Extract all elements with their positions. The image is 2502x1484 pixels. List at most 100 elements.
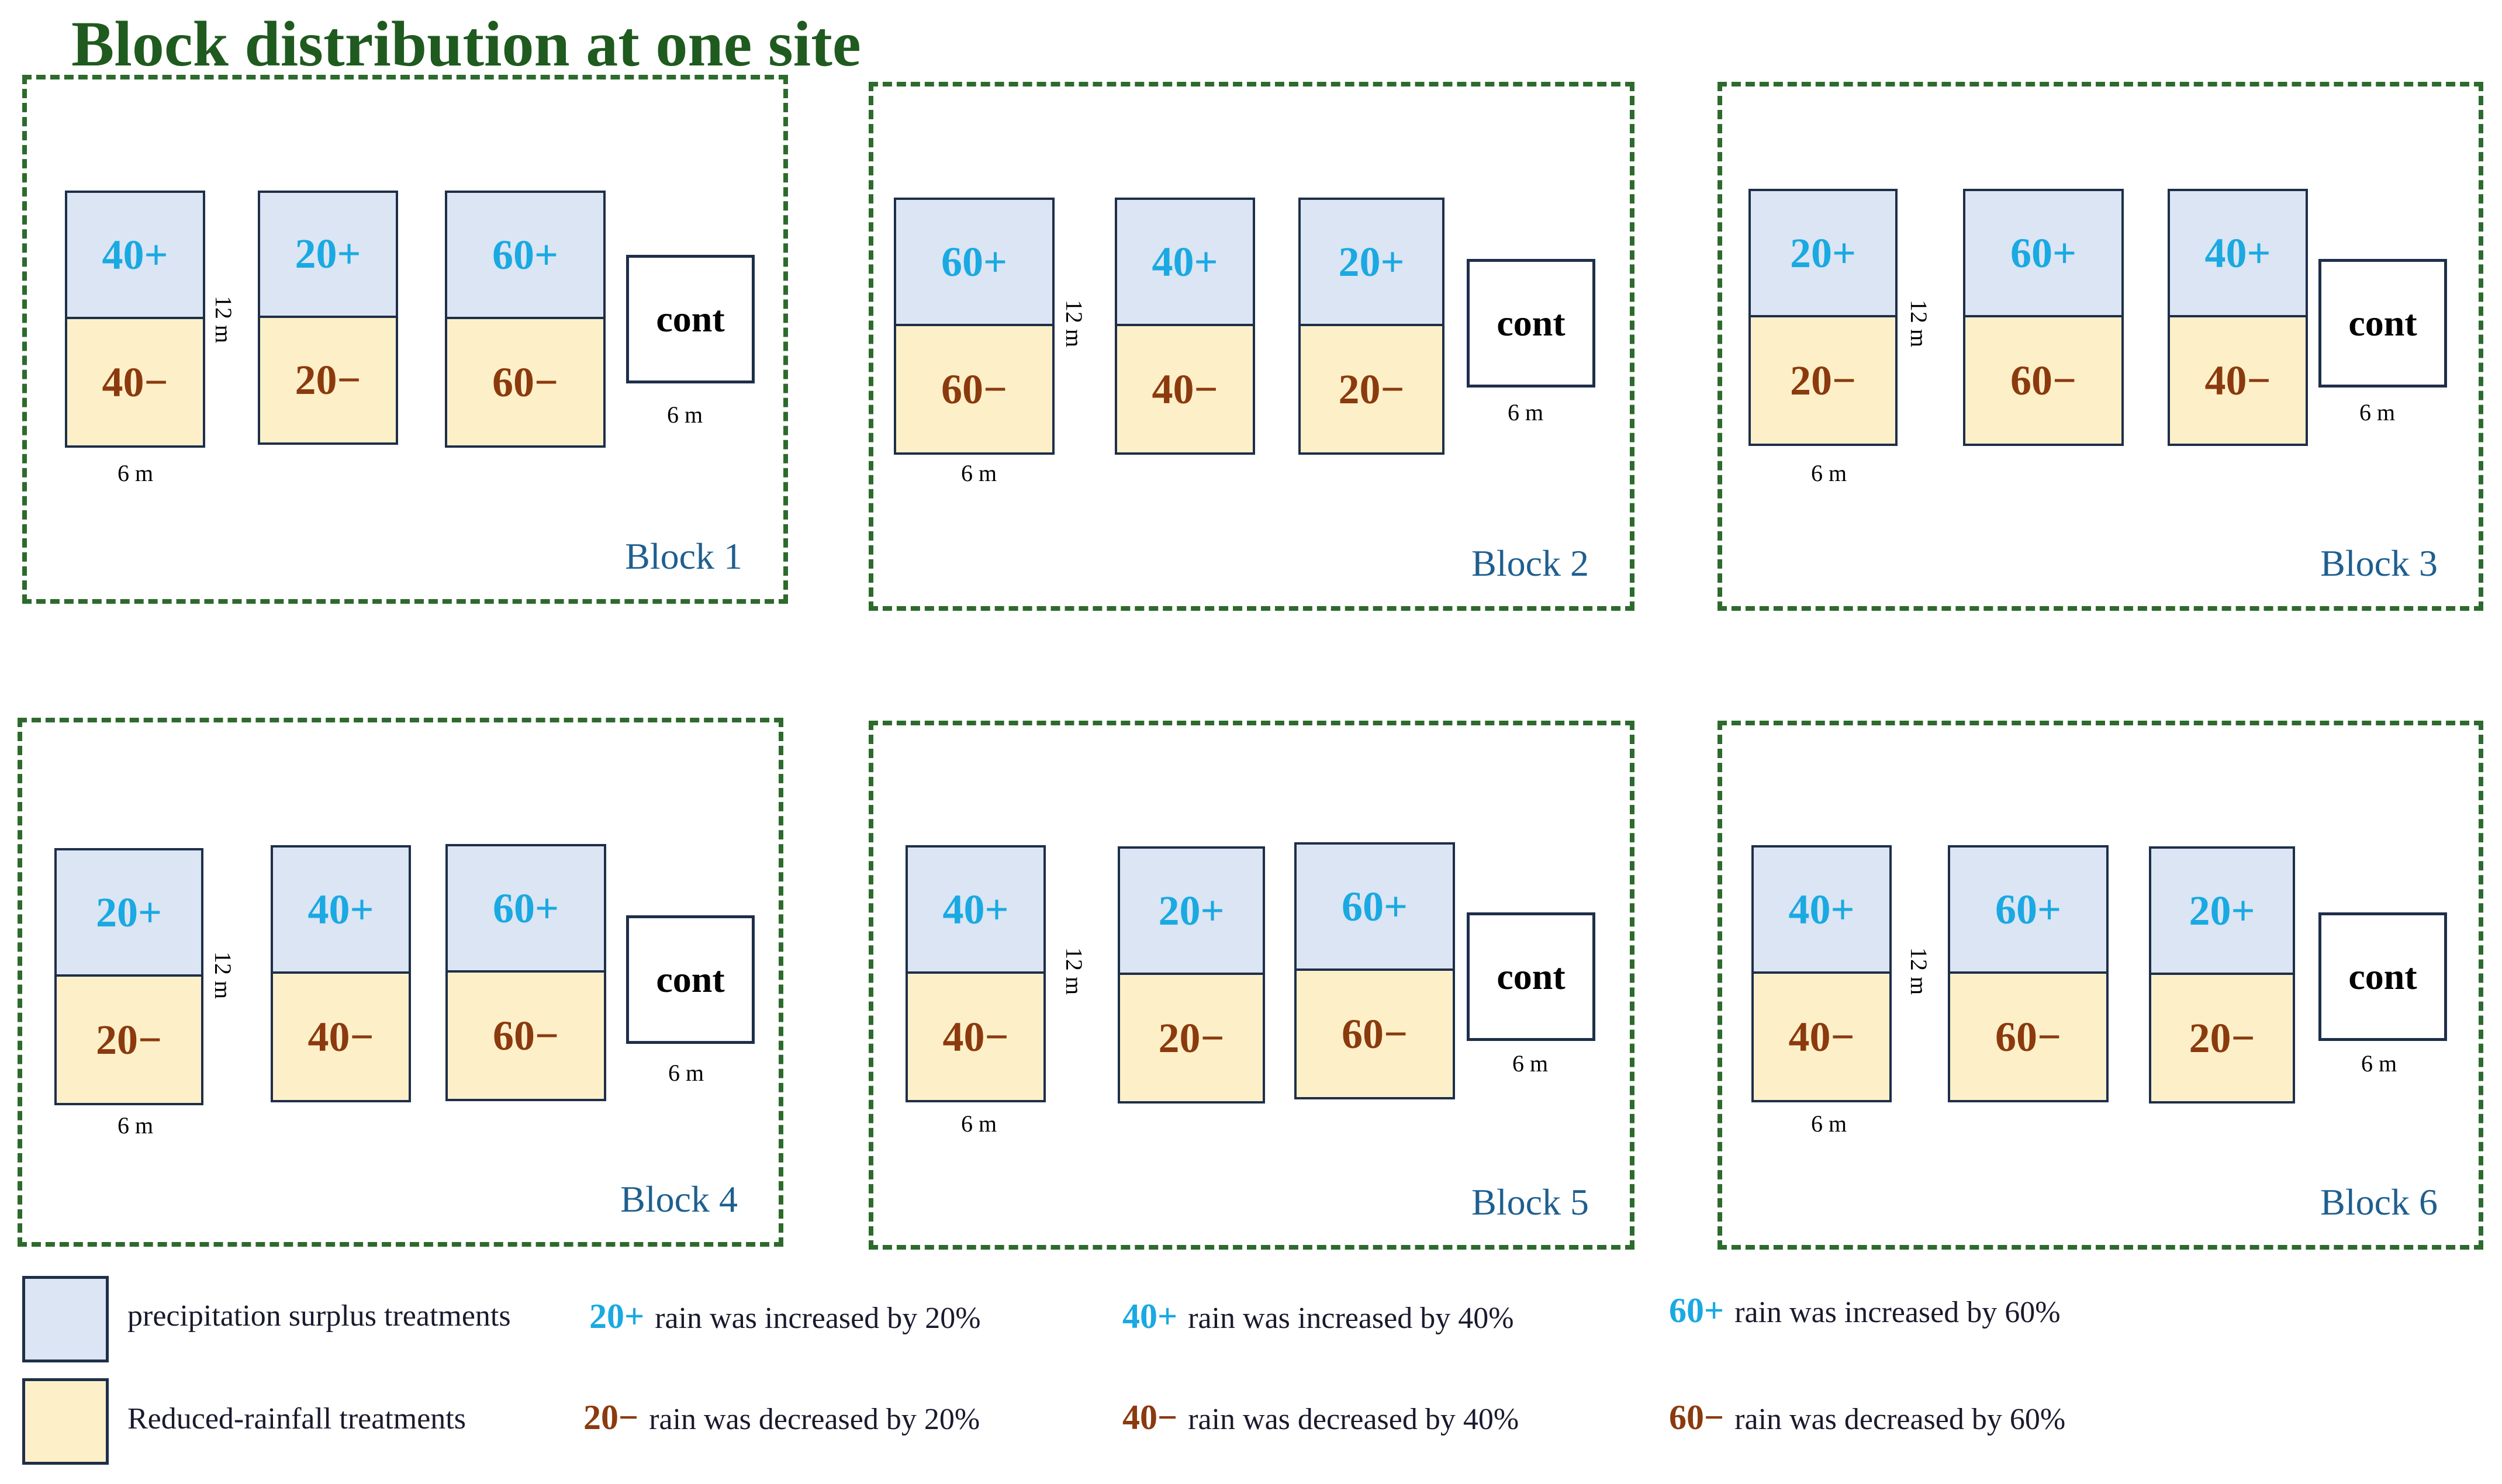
legend-item-40-plus: 40+ rain was increased by 40% <box>1122 1299 1514 1336</box>
legend-code: 60− <box>1669 1398 1725 1437</box>
plot-3: 40+ 40− <box>2168 189 2308 446</box>
control-width-label: 6 m <box>1512 1050 1549 1077</box>
legend-description: rain was increased by 60% <box>1734 1296 2061 1329</box>
control-plot: cont <box>1467 912 1595 1041</box>
plot-surplus-half: 60+ <box>447 193 603 319</box>
plot-width-label: 6 m <box>118 460 154 486</box>
plot-width-label: 6 m <box>1811 460 1847 486</box>
plot-surplus-half: 20+ <box>1301 200 1442 326</box>
legend-reduced-swatch <box>22 1378 109 1465</box>
plot-1: 20+ 20− <box>54 848 203 1105</box>
block-3: 20+ 20− 12 m 6 m 60+ 60− 40+ 40− cont 6 … <box>1717 82 2483 611</box>
plot-surplus-half: 40+ <box>2170 191 2306 317</box>
plot-surplus-half: 60+ <box>1950 847 2106 974</box>
plot-height-label: 12 m <box>210 952 236 999</box>
plot-2: 20+ 20− <box>1118 846 1265 1104</box>
plot-reduced-half: 60− <box>1950 974 2106 1100</box>
control-width-label: 6 m <box>1508 399 1544 426</box>
legend-item-60-minus: 60− rain was decreased by 60% <box>1669 1400 2065 1437</box>
block-label: Block 3 <box>2320 542 2438 584</box>
plot-3: 20+ 20− <box>2149 846 2295 1104</box>
plot-2: 20+ 20− <box>258 191 398 445</box>
plot-1: 40+ 40− <box>1751 845 1892 1102</box>
block-6: 40+ 40− 12 m 6 m 60+ 60− 20+ 20− cont 6 … <box>1717 721 2483 1250</box>
legend-item-20-plus: 20+ rain was increased by 20% <box>589 1299 981 1336</box>
control-plot: cont <box>1467 259 1595 388</box>
control-width-label: 6 m <box>2361 1050 2397 1077</box>
control-width-label: 6 m <box>2359 399 2396 426</box>
legend-reduced-label: Reduced-rainfall treatments <box>127 1402 466 1435</box>
control-plot: cont <box>2318 259 2447 388</box>
plot-reduced-half: 60− <box>1965 317 2121 444</box>
diagram-title: Block distribution at one site <box>71 8 861 79</box>
plot-2: 40+ 40− <box>271 845 411 1102</box>
plot-2: 60+ 60− <box>1963 189 2124 446</box>
plot-reduced-half: 40− <box>1117 326 1253 452</box>
plot-3: 20+ 20− <box>1298 198 1444 455</box>
plot-1: 60+ 60− <box>894 198 1055 455</box>
plot-surplus-half: 20+ <box>57 850 201 977</box>
plot-surplus-half: 40+ <box>1754 847 1889 974</box>
plot-height-label: 12 m <box>1061 947 1087 995</box>
legend-code: 60+ <box>1669 1291 1725 1330</box>
block-label: Block 2 <box>1471 542 1589 584</box>
plot-height-label: 12 m <box>1906 300 1932 348</box>
block-5: 40+ 40− 12 m 6 m 20+ 20− 60+ 60− cont 6 … <box>869 721 1634 1250</box>
plot-3: 60+ 60− <box>445 844 606 1101</box>
plot-width-label: 6 m <box>961 1111 997 1137</box>
block-label: Block 1 <box>625 535 742 577</box>
plot-1: 40+ 40− <box>65 191 205 448</box>
control-plot: cont <box>626 255 755 383</box>
plot-surplus-half: 60+ <box>448 846 604 973</box>
legend-surplus-label: precipitation surplus treatments <box>127 1299 511 1333</box>
plot-reduced-half: 40− <box>273 974 409 1100</box>
block-label: Block 5 <box>1471 1181 1589 1223</box>
plot-surplus-half: 40+ <box>67 193 203 319</box>
block-4: 20+ 20− 12 m 6 m 40+ 40− 60+ 60− cont 6 … <box>18 718 783 1247</box>
plot-surplus-half: 40+ <box>273 847 409 974</box>
plot-surplus-half: 40+ <box>1117 200 1253 326</box>
legend-item-20-minus: 20− rain was decreased by 20% <box>583 1400 980 1437</box>
plot-reduced-half: 60− <box>1297 971 1453 1097</box>
control-width-label: 6 m <box>668 1060 704 1086</box>
plot-width-label: 6 m <box>1811 1111 1847 1137</box>
legend-item-60-plus: 60+ rain was increased by 60% <box>1669 1293 2061 1330</box>
legend-description: rain was decreased by 20% <box>649 1403 980 1436</box>
plot-3: 60+ 60− <box>1294 842 1455 1099</box>
block-2: 60+ 60− 12 m 6 m 40+ 40− 20+ 20− cont 6 … <box>869 82 1634 611</box>
plot-reduced-half: 40− <box>908 974 1043 1100</box>
plot-1: 40+ 40− <box>906 845 1046 1102</box>
plot-surplus-half: 20+ <box>260 193 396 318</box>
legend-surplus-swatch <box>22 1276 109 1362</box>
plot-width-label: 6 m <box>118 1112 154 1139</box>
plot-width-label: 6 m <box>961 460 997 486</box>
plot-2: 60+ 60− <box>1948 845 2109 1102</box>
plot-reduced-half: 20− <box>260 317 396 442</box>
plot-surplus-half: 40+ <box>908 847 1043 974</box>
plot-2: 40+ 40− <box>1115 198 1255 455</box>
plot-reduced-half: 60− <box>447 319 603 445</box>
block-1: 40+ 40− 12 m 6 m 20+ 20− 60+ 60− cont 6 … <box>22 75 788 604</box>
plot-reduced-half: 40− <box>2170 317 2306 444</box>
legend-description: rain was increased by 20% <box>655 1302 981 1335</box>
plot-reduced-half: 40− <box>67 319 203 445</box>
control-plot: cont <box>2318 912 2447 1041</box>
legend-description: rain was increased by 40% <box>1188 1302 1514 1335</box>
legend-description: rain was decreased by 40% <box>1188 1403 1519 1436</box>
plot-reduced-half: 20− <box>2151 975 2293 1101</box>
plot-surplus-half: 60+ <box>1965 191 2121 317</box>
legend-code: 20+ <box>589 1297 645 1336</box>
plot-height-label: 12 m <box>1061 300 1087 348</box>
plot-surplus-half: 20+ <box>1120 849 1263 975</box>
control-plot: cont <box>626 915 755 1044</box>
legend-code: 40+ <box>1122 1297 1178 1336</box>
plot-height-label: 12 m <box>1906 947 1932 995</box>
plot-reduced-half: 20− <box>1301 326 1442 452</box>
legend-code: 40− <box>1122 1398 1178 1437</box>
plot-surplus-half: 60+ <box>1297 845 1453 971</box>
plot-height-label: 12 m <box>210 296 237 344</box>
plot-reduced-half: 20− <box>57 977 201 1103</box>
plot-reduced-half: 20− <box>1120 975 1263 1101</box>
legend-code: 20− <box>583 1398 639 1437</box>
legend-description: rain was decreased by 60% <box>1734 1403 2066 1436</box>
